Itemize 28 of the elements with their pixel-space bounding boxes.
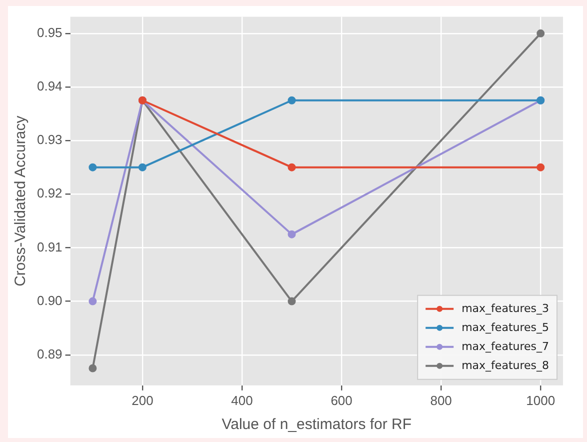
- point: [138, 163, 146, 172]
- point: [88, 163, 97, 172]
- y-tick-label: 0.92: [36, 186, 62, 201]
- legend-label: max_features_7: [462, 340, 550, 353]
- point: [288, 230, 296, 238]
- y-tick-label: 0.89: [36, 346, 62, 362]
- legend-label: max_features_3: [462, 302, 550, 315]
- point: [288, 163, 296, 172]
- x-tick-label: 200: [132, 392, 154, 408]
- point: [288, 96, 296, 104]
- x-tick-label: 600: [330, 392, 352, 408]
- point: [88, 297, 97, 306]
- point: [536, 29, 545, 38]
- point: [288, 297, 296, 306]
- x-tick-label: 1000: [526, 392, 556, 408]
- x-axis-title: Value of n_estimators for RF: [222, 416, 412, 434]
- y-tick-label: 0.93: [36, 132, 62, 148]
- y-tick-label: 0.90: [36, 292, 62, 308]
- x-tick-label: 800: [430, 392, 452, 408]
- y-tick-label: 0.95: [36, 24, 62, 40]
- legend-label: max_features_8: [462, 358, 550, 372]
- y-tick-label: 0.94: [36, 78, 62, 94]
- legend-label: max_features_5: [462, 320, 550, 334]
- y-axis-title: Cross-Validated Accuracy: [12, 115, 30, 286]
- point: [88, 364, 97, 372]
- point: [536, 163, 545, 172]
- y-tick-label: 0.91: [36, 239, 62, 254]
- x-tick-label: 400: [231, 392, 253, 408]
